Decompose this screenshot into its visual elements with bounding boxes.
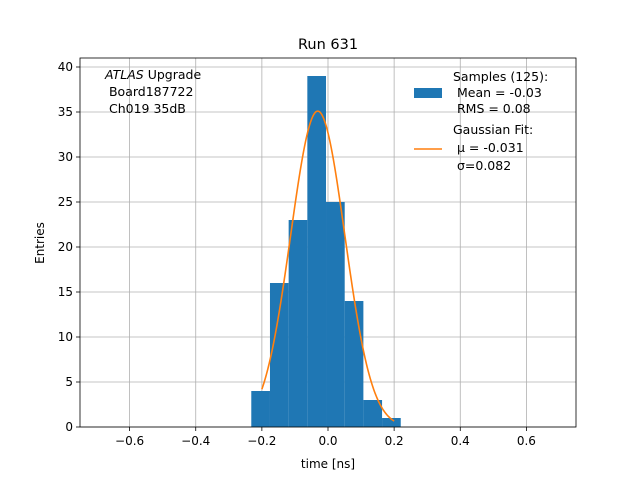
x-tick-label: 0.4 <box>451 434 470 448</box>
y-axis-label: Entries <box>33 222 47 264</box>
axis-ticks: −0.6 −0.4 −0.2 0.0 0.2 0.4 0.6 0 5 10 15 20 25 30 35 40 <box>58 60 536 448</box>
annotation-line-2: Board187722 <box>105 84 193 99</box>
histogram-bars <box>251 76 401 427</box>
fit-curve-line <box>261 110 395 422</box>
legend-samples-line-1: Samples (125): <box>453 69 548 84</box>
y-tick-label: 5 <box>65 375 73 389</box>
x-tick-label: −0.6 <box>115 434 144 448</box>
x-tick-label: 0.2 <box>385 434 404 448</box>
y-tick-label: 30 <box>58 150 73 164</box>
annotation-line-3: Ch019 35dB <box>105 101 186 116</box>
chart-title: Run 631 <box>298 37 358 53</box>
annotation-atlas: ATLAS <box>104 67 144 82</box>
histogram-bar <box>288 220 308 427</box>
legend-samples-line-3: RMS = 0.08 <box>453 101 531 116</box>
legend-fit-line-2: μ = -0.031 <box>453 140 524 155</box>
y-tick-label: 10 <box>58 330 73 344</box>
y-tick-label: 20 <box>58 240 73 254</box>
legend-fit-line-3: σ=0.082 <box>453 158 511 173</box>
y-tick-label: 15 <box>58 285 73 299</box>
histogram-bar <box>269 283 289 427</box>
histogram-bar <box>326 202 345 427</box>
annotation-line-1: ATLAS Upgrade <box>104 67 201 82</box>
y-tick-label: 25 <box>58 195 73 209</box>
x-tick-label: −0.2 <box>247 434 276 448</box>
annotation-upgrade: Upgrade <box>144 67 202 82</box>
histogram-bar <box>344 301 364 427</box>
legend: Samples (125): Mean = -0.03 RMS = 0.08 G… <box>414 69 548 173</box>
y-tick-label: 40 <box>58 60 73 74</box>
x-tick-label: 0.6 <box>517 434 536 448</box>
histogram-bar <box>363 400 383 427</box>
gaussian-fit-curve <box>261 110 395 422</box>
x-tick-label: −0.4 <box>181 434 210 448</box>
y-tick-label: 35 <box>58 105 73 119</box>
histogram-bar <box>307 76 327 427</box>
x-axis-label: time [ns] <box>301 457 355 471</box>
legend-samples-line-2: Mean = -0.03 <box>453 85 542 100</box>
legend-samples-swatch <box>414 88 442 98</box>
y-tick-label: 0 <box>65 420 73 434</box>
histogram-bar <box>382 418 401 427</box>
x-tick-label: 0.0 <box>318 434 337 448</box>
atlas-annotation: ATLAS Upgrade Board187722 Ch019 35dB <box>104 67 201 116</box>
legend-fit-line-1: Gaussian Fit: <box>453 122 533 137</box>
histogram-bar <box>251 391 270 427</box>
